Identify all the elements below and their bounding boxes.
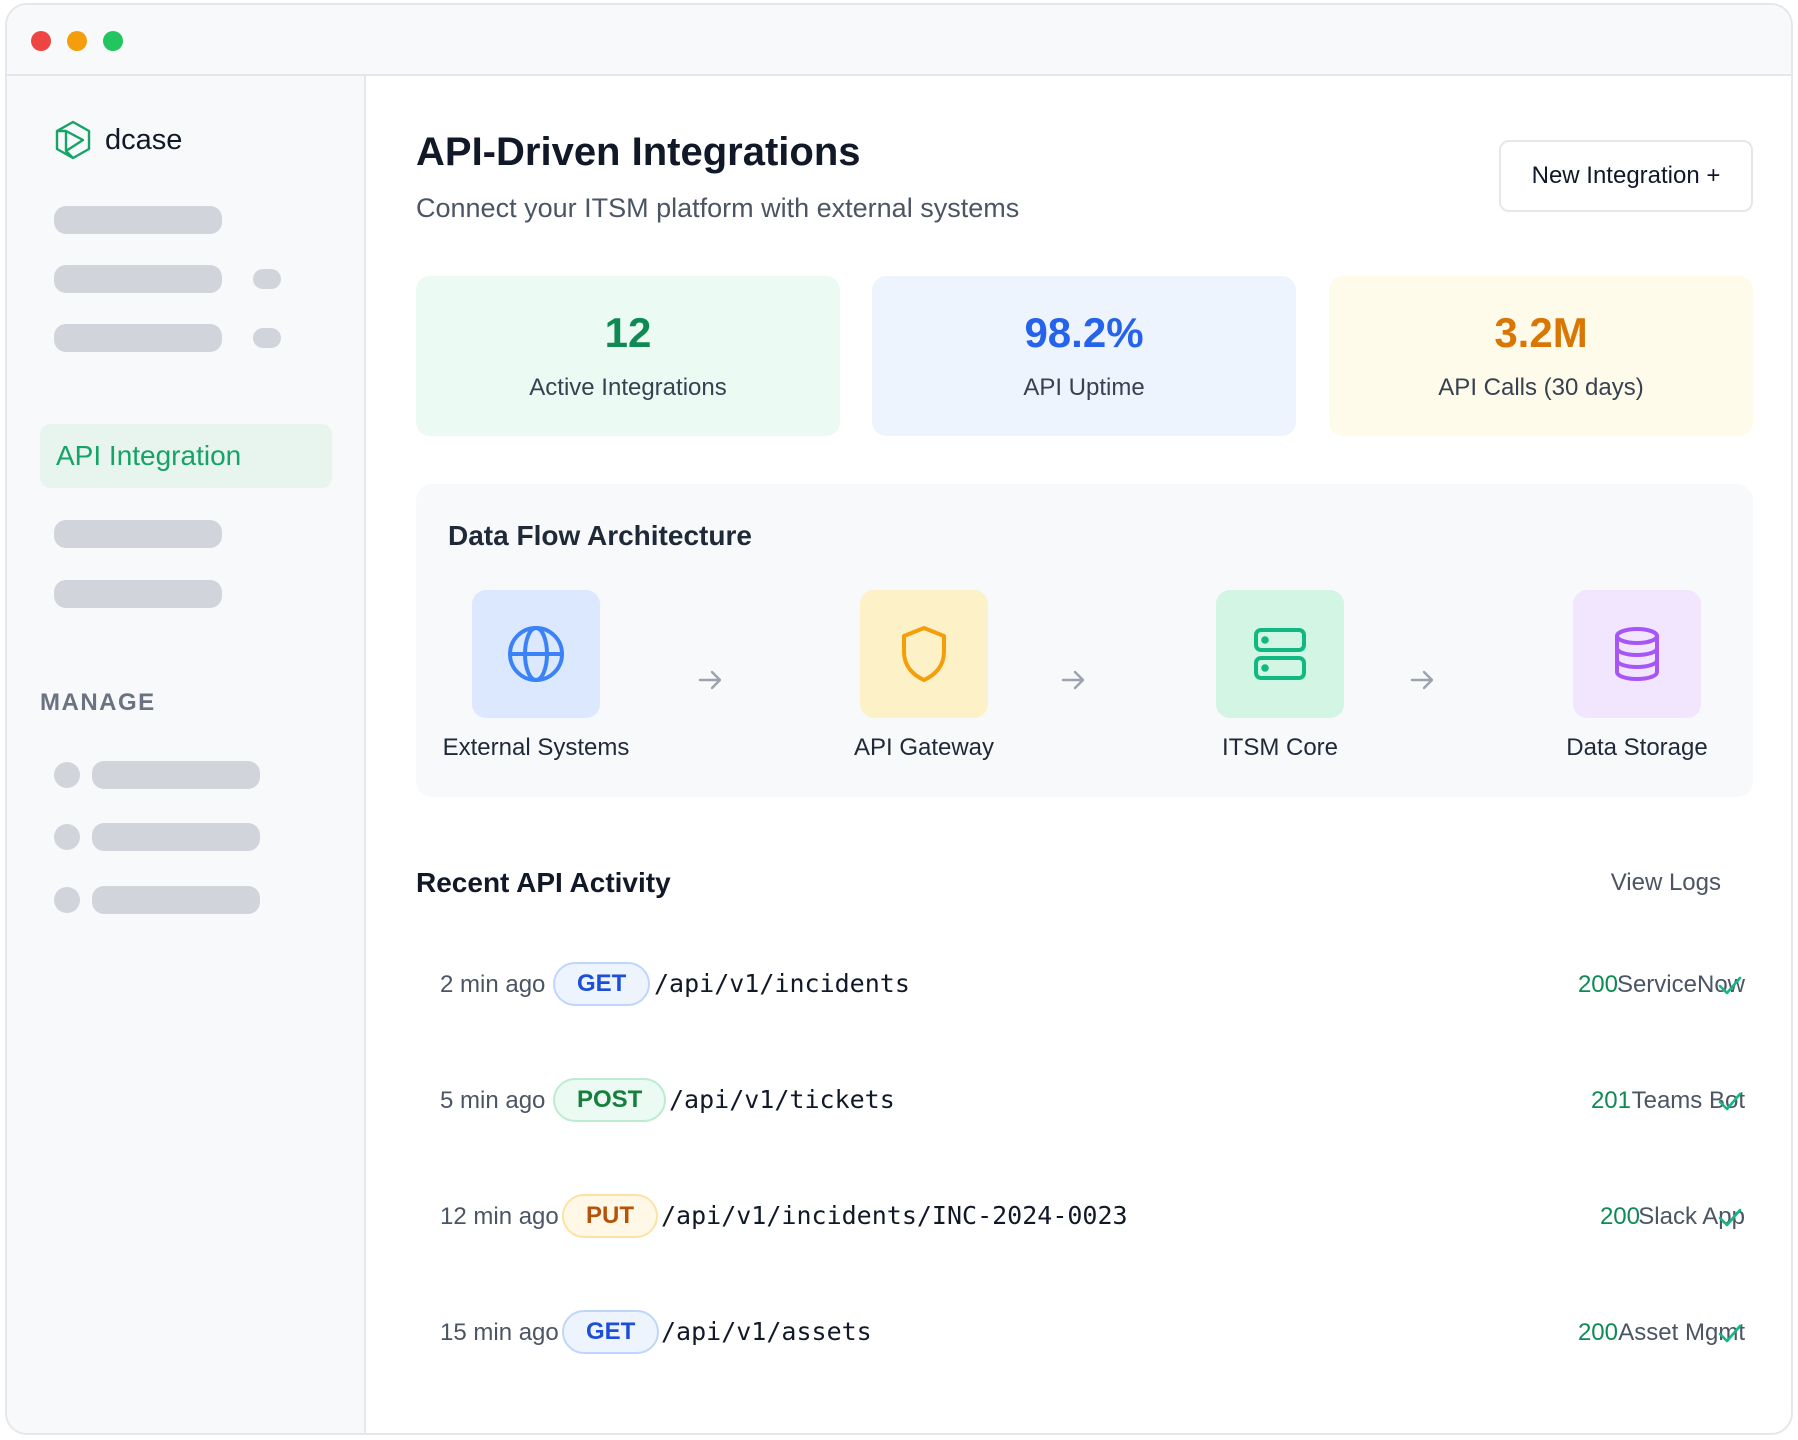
activity-time: 2 min ago bbox=[440, 971, 546, 998]
title-bar bbox=[7, 5, 1791, 76]
stat-value: 98.2% bbox=[1024, 309, 1144, 356]
stat-label: API Uptime bbox=[1023, 374, 1145, 401]
stat-label: Active Integrations bbox=[529, 374, 727, 401]
method-badge: GET bbox=[553, 962, 651, 1006]
endpoint-path: /api/v1/assets bbox=[661, 1317, 872, 1346]
method-badge: GET bbox=[562, 1310, 660, 1354]
activity-time: 15 min ago bbox=[440, 1319, 559, 1346]
data-flow-panel: Data Flow Architecture External Systems … bbox=[416, 484, 1753, 797]
app-window: dcase API Integration MANAGE API-Driven … bbox=[5, 3, 1793, 1435]
nav-badge-placeholder bbox=[253, 269, 281, 289]
activity-time: 12 min ago bbox=[440, 1203, 559, 1230]
success-check-icon bbox=[1718, 1324, 1742, 1343]
manage-item-placeholder[interactable] bbox=[92, 823, 260, 851]
nav-badge-placeholder bbox=[253, 328, 281, 348]
nav-item-placeholder[interactable] bbox=[54, 580, 222, 608]
sidebar-item-label: API Integration bbox=[56, 440, 242, 471]
manage-item-icon-placeholder bbox=[54, 762, 80, 788]
endpoint-path: /api/v1/incidents bbox=[654, 969, 910, 998]
activity-row[interactable]: 15 min ago GET /api/v1/assets 200 Asset … bbox=[416, 1303, 1753, 1363]
success-check-icon bbox=[1718, 1208, 1742, 1227]
stat-card-api-uptime: 98.2% API Uptime bbox=[872, 276, 1296, 436]
new-integration-button[interactable]: New Integration + bbox=[1499, 140, 1753, 212]
flow-node-external-systems[interactable] bbox=[472, 590, 600, 718]
view-logs-link[interactable]: View Logs bbox=[1610, 869, 1721, 896]
status-code: 201 bbox=[1590, 1087, 1631, 1114]
database-icon bbox=[1615, 627, 1659, 682]
service-name: ServiceNow bbox=[1616, 971, 1745, 998]
section-label-manage: MANAGE bbox=[40, 689, 156, 716]
method-badge: POST bbox=[553, 1078, 667, 1122]
status-code: 200 bbox=[1577, 1319, 1618, 1346]
flow-node-label: API Gateway bbox=[853, 734, 995, 761]
stat-card-api-calls: 3.2M API Calls (30 days) bbox=[1329, 276, 1753, 436]
globe-icon bbox=[508, 626, 564, 682]
flow-node-label: ITSM Core bbox=[1221, 734, 1338, 761]
maximize-window-button[interactable] bbox=[103, 31, 123, 51]
activity-row[interactable]: 2 min ago GET /api/v1/incidents 200 Serv… bbox=[416, 955, 1753, 1015]
minimize-window-button[interactable] bbox=[67, 31, 87, 51]
endpoint-path: /api/v1/tickets bbox=[669, 1085, 895, 1114]
recent-activity-title: Recent API Activity bbox=[416, 867, 671, 898]
arrow-right-icon bbox=[698, 670, 722, 690]
activity-time: 5 min ago bbox=[440, 1087, 546, 1114]
nav-item-placeholder[interactable] bbox=[54, 324, 222, 352]
manage-item-placeholder[interactable] bbox=[92, 761, 260, 789]
page-title: API-Driven Integrations bbox=[416, 130, 861, 174]
flow-node-itsm-core[interactable] bbox=[1216, 590, 1344, 718]
sidebar-item-api-integration[interactable]: API Integration bbox=[40, 424, 332, 488]
activity-row[interactable]: 12 min ago PUT /api/v1/incidents/INC-202… bbox=[416, 1187, 1753, 1247]
main-content: API-Driven Integrations Connect your ITS… bbox=[368, 76, 1791, 1433]
sidebar: dcase API Integration MANAGE bbox=[7, 76, 366, 1433]
flow-node-api-gateway[interactable] bbox=[860, 590, 988, 718]
manage-item-icon-placeholder bbox=[54, 887, 80, 913]
stat-value: 3.2M bbox=[1494, 309, 1588, 356]
shield-icon bbox=[902, 626, 946, 682]
success-check-icon bbox=[1718, 976, 1742, 995]
arrow-right-icon bbox=[1061, 670, 1085, 690]
method-badge: PUT bbox=[562, 1194, 658, 1238]
close-window-button[interactable] bbox=[31, 31, 51, 51]
brand[interactable]: dcase bbox=[51, 118, 182, 162]
stat-card-active-integrations: 12 Active Integrations bbox=[416, 276, 840, 436]
status-code: 200 bbox=[1577, 971, 1618, 998]
brand-name: dcase bbox=[105, 123, 183, 156]
flow-node-data-storage[interactable] bbox=[1573, 590, 1701, 718]
success-check-icon bbox=[1718, 1092, 1742, 1111]
nav-item-placeholder[interactable] bbox=[54, 520, 222, 548]
service-name: Asset Mgmt bbox=[1618, 1319, 1745, 1346]
cube-logo-icon bbox=[55, 120, 91, 160]
data-flow-title: Data Flow Architecture bbox=[448, 520, 752, 551]
nav-item-placeholder[interactable] bbox=[54, 265, 222, 293]
stat-label: API Calls (30 days) bbox=[1438, 374, 1644, 401]
manage-item-placeholder[interactable] bbox=[92, 886, 260, 914]
activity-row[interactable]: 5 min ago POST /api/v1/tickets 201 Teams… bbox=[416, 1071, 1753, 1131]
endpoint-path: /api/v1/incidents/INC-2024-0023 bbox=[661, 1201, 1128, 1230]
manage-item-icon-placeholder bbox=[54, 824, 80, 850]
status-code: 200 bbox=[1599, 1203, 1640, 1230]
page-subtitle: Connect your ITSM platform with external… bbox=[416, 193, 1020, 223]
stat-value: 12 bbox=[604, 309, 652, 356]
server-icon bbox=[1254, 628, 1306, 680]
nav-item-placeholder[interactable] bbox=[54, 206, 222, 234]
flow-node-label: Data Storage bbox=[1566, 734, 1708, 761]
flow-node-label: External Systems bbox=[442, 734, 630, 761]
arrow-right-icon bbox=[1410, 670, 1434, 690]
